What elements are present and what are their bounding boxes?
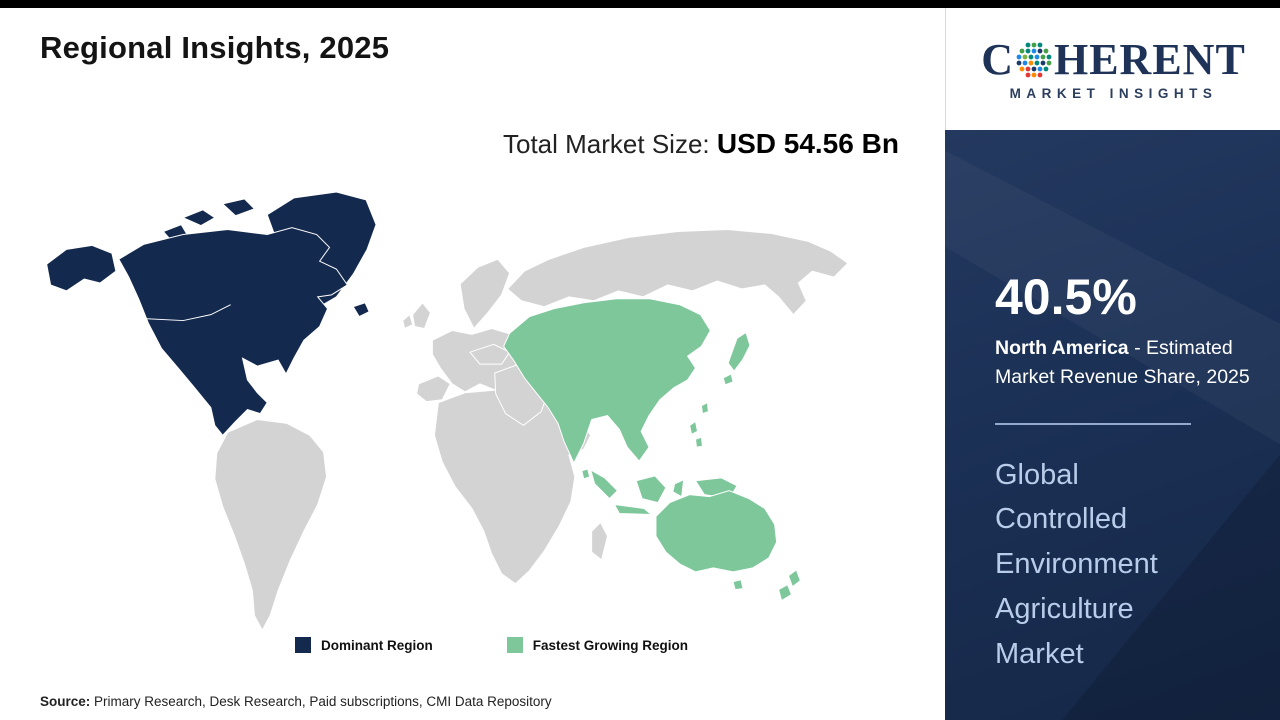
revenue-share-description: North America - Estimated Market Revenue… [995,334,1263,393]
side-stats-content: 40.5% North America - Estimated Market R… [945,130,1280,677]
logo-text-suffix: HERENT [1053,34,1246,84]
dotted-globe-icon [1016,42,1052,77]
total-market-size-label: Total Market Size: [503,129,717,159]
logo-text-prefix: C [981,34,1014,84]
legend-item-dominant: Dominant Region [295,637,433,653]
total-market-size: Total Market Size: USD 54.56 Bn [503,124,923,165]
page-title: Regional Insights, 2025 [40,30,390,65]
source-text: Primary Research, Desk Research, Paid su… [90,694,552,709]
region-fastest-growing-asia-pacific [503,298,801,602]
market-name: Global Controlled Environment Agricultur… [995,458,1158,671]
source-label: Source: [40,694,91,709]
brand-logo-subtitle: MARKET INSIGHTS [1009,85,1218,101]
side-stats-panel: 40.5% North America - Estimated Market R… [945,130,1280,720]
brand-logo: C HERENT MARKET INSIGHTS [945,8,1280,130]
fastest-region-swatch [506,637,523,653]
source-line: Source: Primary Research, Desk Research,… [40,694,552,709]
dominant-region-swatch [295,637,311,653]
world-map [40,190,900,645]
legend-item-fastest: Fastest Growing Region [506,637,689,653]
dominant-region-label: Dominant Region [321,637,433,653]
revenue-share-caption: - Estimated Market Revenue Share, 2025 [995,337,1250,389]
top-black-bar [0,0,1280,8]
us-canada-border-line [103,304,231,322]
total-market-size-value: USD 54.56 Bn [716,128,899,159]
revenue-share-region: North America [995,337,1129,359]
brand-logo-wordmark: C HERENT [981,34,1246,84]
world-map-svg [46,191,849,632]
map-legend: Dominant Region Fastest Growing Region [295,637,688,653]
revenue-share-value: 40.5% [995,269,1137,325]
fastest-region-label: Fastest Growing Region [532,637,689,653]
region-dominant-north-america [46,191,377,437]
panel-divider [995,422,1191,425]
region-other-world [214,229,849,632]
